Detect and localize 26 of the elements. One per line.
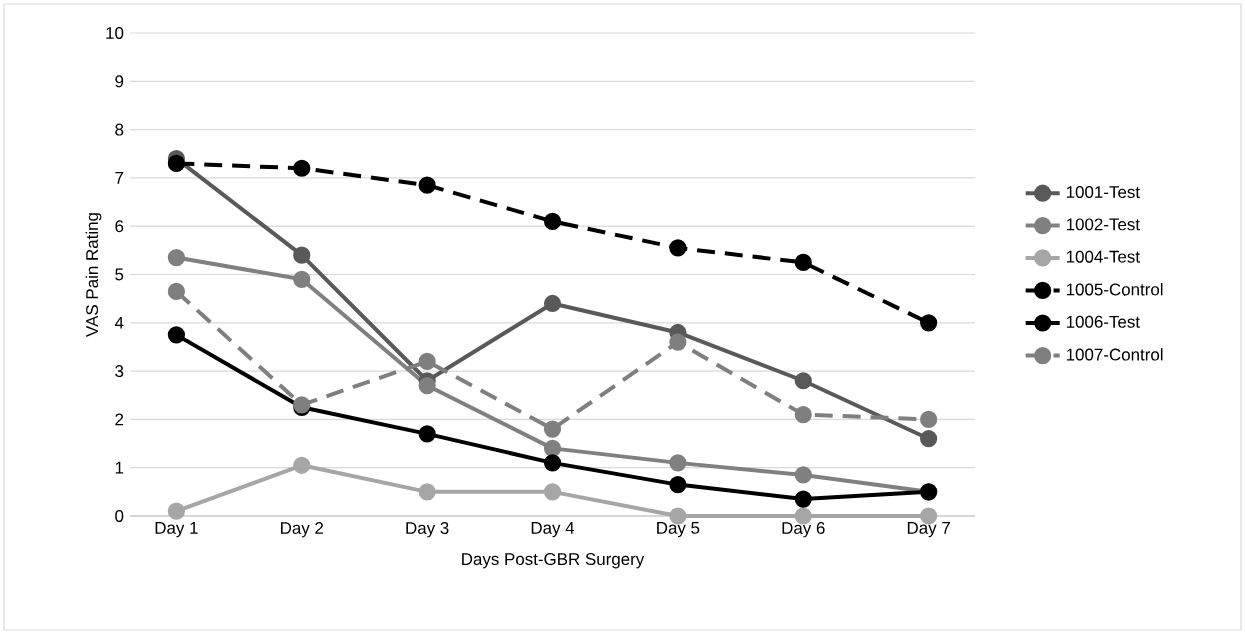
y-tick-label: 9 [115, 75, 124, 88]
legend-label: 1007-Control [1066, 348, 1163, 361]
y-tick-label: 10 [106, 27, 124, 39]
legend-label: 1001-Test [1066, 186, 1140, 199]
x-axis-title: Days Post-GBR Surgery [462, 553, 645, 569]
x-tick-label: Day 1 [155, 522, 198, 538]
y-tick-label: 6 [115, 220, 124, 233]
legend-label: 1002-Test [1066, 218, 1140, 231]
y-tick-label: 3 [115, 365, 124, 378]
y-tick-label: 8 [115, 123, 124, 136]
x-tick-label: Day 3 [406, 522, 449, 538]
y-tick-label: 2 [115, 413, 124, 426]
y-tick-label: 0 [115, 510, 124, 522]
y-tick-label: 4 [114, 316, 124, 329]
x-tick-label: Day 4 [531, 522, 575, 538]
x-tick-label: Day 7 [907, 522, 950, 538]
y-tick-label: 7 [115, 172, 124, 184]
y-tick-label: 1 [115, 461, 124, 474]
x-tick-label: Day 5 [657, 522, 700, 538]
legend-label: 1004-Test [1066, 250, 1140, 263]
x-tick-label: Day 6 [782, 522, 825, 538]
y-axis-title: VAS Pain Rating [85, 213, 102, 337]
y-tick-label: 5 [115, 268, 124, 281]
legend-label: 1006-Test [1066, 315, 1140, 328]
legend-label: 1005-Control [1066, 283, 1163, 296]
x-tick-label: Day 2 [281, 522, 324, 538]
